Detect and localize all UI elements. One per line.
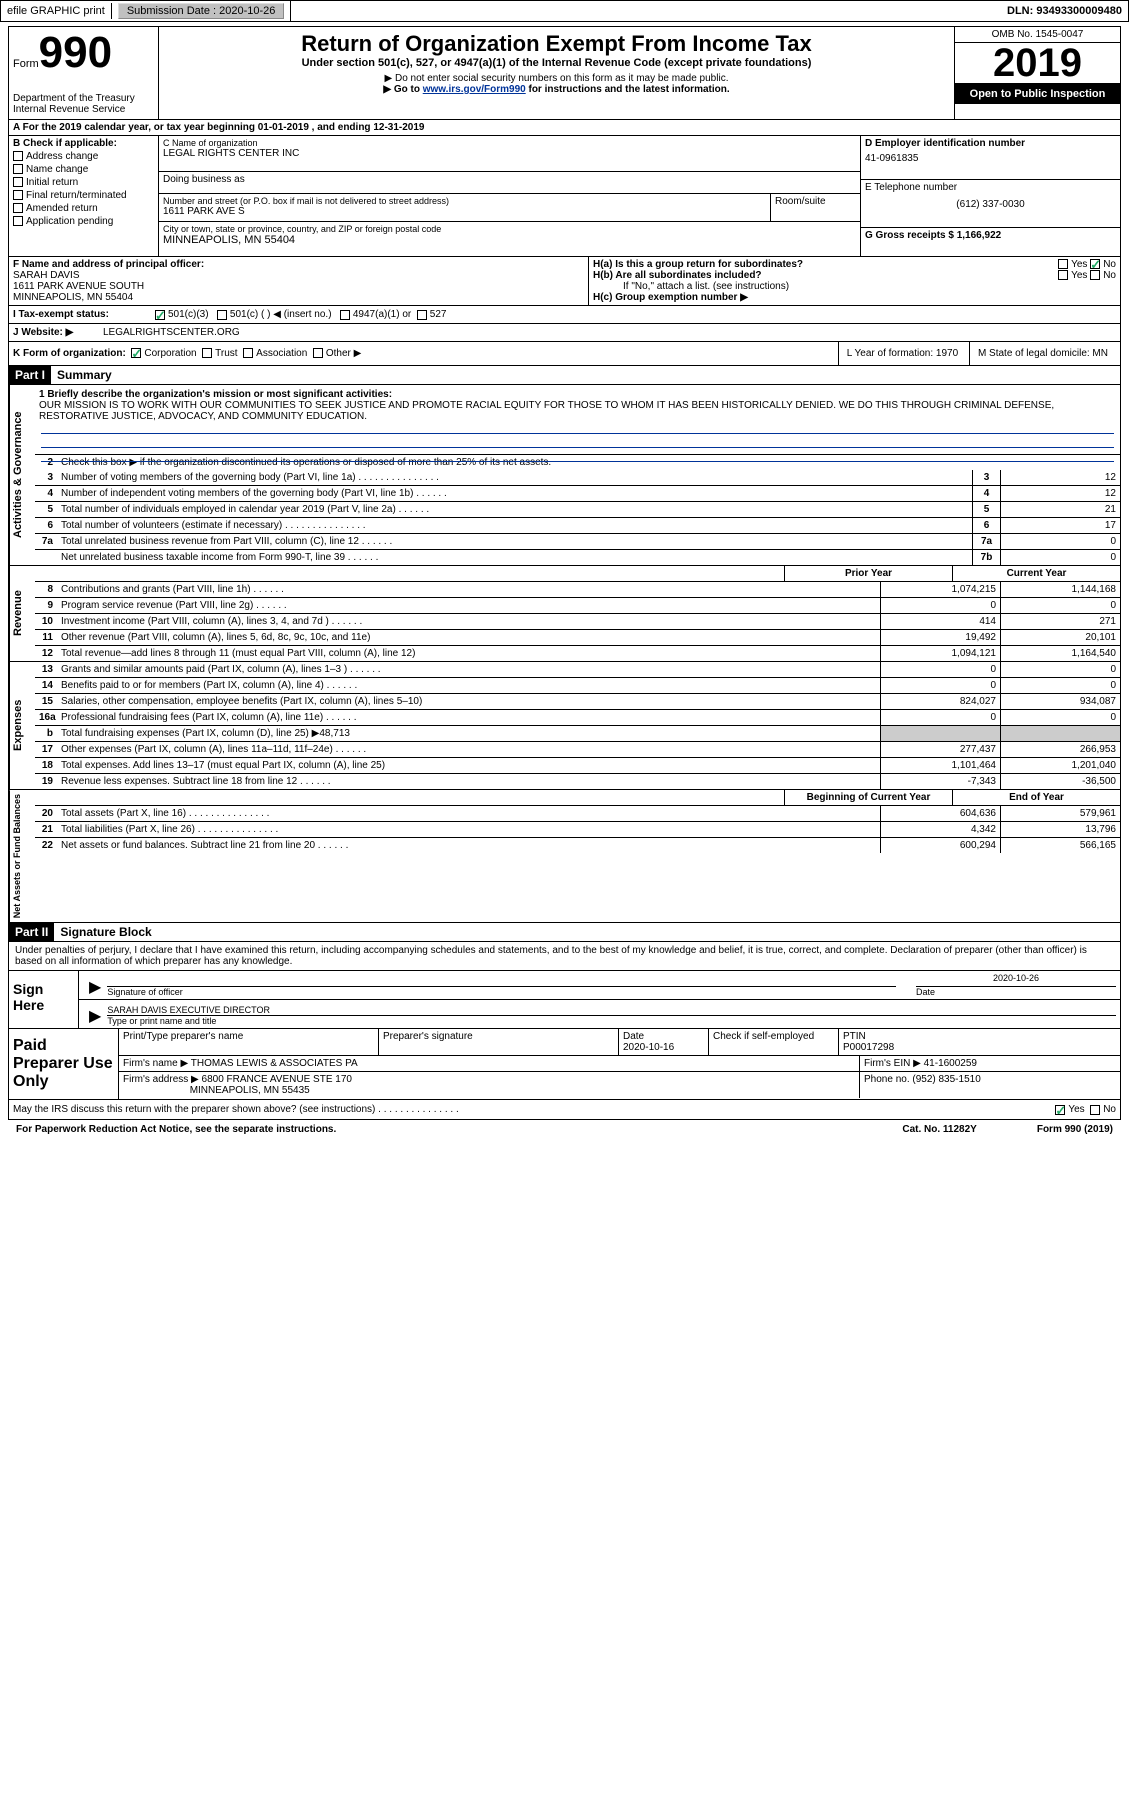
firm-address: Firm's address ▶ 6800 FRANCE AVENUE STE … xyxy=(119,1072,860,1098)
revenue-tab: Revenue xyxy=(9,566,35,661)
tax-year: 2019 xyxy=(955,43,1120,84)
activities-tab: Activities & Governance xyxy=(9,385,35,565)
tax-exempt-row: I Tax-exempt status: 501(c)(3) 501(c) ( … xyxy=(8,306,1121,324)
form-title: Return of Organization Exempt From Incom… xyxy=(165,31,948,57)
firm-phone: Phone no. (952) 835-1510 xyxy=(860,1072,1120,1098)
org-form-row: K Form of organization: Corporation Trus… xyxy=(8,342,1121,366)
amended-checkbox[interactable] xyxy=(13,203,23,213)
net-assets-tab: Net Assets or Fund Balances xyxy=(9,790,35,922)
paid-preparer-label: Paid Preparer Use Only xyxy=(9,1029,119,1099)
mission-box: 1 Briefly describe the organization's mi… xyxy=(35,385,1120,455)
group-return-box: H(a) Is this a group return for subordin… xyxy=(589,257,1120,305)
check-column: B Check if applicable: Address change Na… xyxy=(9,136,159,256)
initial-return-checkbox[interactable] xyxy=(13,177,23,187)
form-subtitle: Under section 501(c), 527, or 4947(a)(1)… xyxy=(165,57,948,69)
paperwork-notice: For Paperwork Reduction Act Notice, see … xyxy=(8,1120,1121,1139)
form-word: Form xyxy=(13,58,39,70)
expenses-tab: Expenses xyxy=(9,662,35,789)
part1-header: Part I Summary xyxy=(8,366,1121,385)
address-change-checkbox[interactable] xyxy=(13,151,23,161)
arrow-icon: ▶ xyxy=(83,1006,107,1026)
ha-no-checkbox[interactable] xyxy=(1090,259,1100,269)
501c-checkbox[interactable] xyxy=(217,310,227,320)
signature-label: Signature of officer xyxy=(107,987,896,997)
prep-date: Date2020-10-16 xyxy=(619,1029,709,1055)
date-label: Date xyxy=(916,987,1116,997)
other-checkbox[interactable] xyxy=(313,348,323,358)
room-suite: Room/suite xyxy=(770,194,860,222)
ein-box: D Employer identification number 41-0961… xyxy=(861,136,1120,180)
submission-button[interactable]: Submission Date : 2020-10-26 xyxy=(118,3,285,19)
preparer-sig-label: Preparer's signature xyxy=(379,1029,619,1055)
instr-2: ▶ Go to www.irs.gov/Form990 for instruct… xyxy=(165,84,948,95)
phone-box: E Telephone number (612) 337-0030 xyxy=(861,180,1120,228)
irs-label: Internal Revenue Service xyxy=(13,104,154,115)
website-value: LEGALRIGHTSCENTER.ORG xyxy=(103,327,240,338)
dln-label: DLN: 93493300009480 xyxy=(1001,3,1128,19)
submission-date: Submission Date : 2020-10-26 xyxy=(112,1,292,21)
application-checkbox[interactable] xyxy=(13,216,23,226)
efile-label: efile GRAPHIC print xyxy=(1,3,112,19)
assoc-checkbox[interactable] xyxy=(243,348,253,358)
dba-box: Doing business as xyxy=(159,172,860,194)
sign-here-label: Sign Here xyxy=(9,971,79,1028)
hb-no-checkbox[interactable] xyxy=(1090,270,1100,280)
penalties-text: Under penalties of perjury, I declare th… xyxy=(9,942,1120,971)
4947-checkbox[interactable] xyxy=(340,310,350,320)
self-employed-check: Check if self-employed xyxy=(709,1029,839,1055)
discuss-no-checkbox[interactable] xyxy=(1090,1105,1100,1115)
irs-link[interactable]: www.irs.gov/Form990 xyxy=(423,84,526,95)
dept-label: Department of the Treasury xyxy=(13,93,154,104)
ptin-cell: PTINP00017298 xyxy=(839,1029,1120,1055)
hb-yes-checkbox[interactable] xyxy=(1058,270,1068,280)
corp-checkbox[interactable] xyxy=(131,348,141,358)
name-title-label: Type or print name and title xyxy=(107,1016,1116,1026)
gross-receipts: G Gross receipts $ 1,166,922 xyxy=(861,228,1120,256)
501c3-checkbox[interactable] xyxy=(155,310,165,320)
open-inspection: Open to Public Inspection xyxy=(955,84,1120,104)
final-return-checkbox[interactable] xyxy=(13,190,23,200)
part2-header: Part II Signature Block xyxy=(8,923,1121,942)
firm-name: Firm's name ▶ THOMAS LEWIS & ASSOCIATES … xyxy=(119,1056,860,1071)
website-row: J Website: ▶ LEGALRIGHTSCENTER.ORG xyxy=(8,324,1121,342)
firm-ein: Firm's EIN ▶ 41-1600259 xyxy=(860,1056,1120,1071)
top-toolbar: efile GRAPHIC print Submission Date : 20… xyxy=(0,0,1129,22)
preparer-name-label: Print/Type preparer's name xyxy=(119,1029,379,1055)
officer-name: SARAH DAVIS EXECUTIVE DIRECTOR xyxy=(107,1005,1116,1016)
instr-1: ▶ Do not enter social security numbers o… xyxy=(165,73,948,84)
discuss-row: May the IRS discuss this return with the… xyxy=(8,1100,1121,1120)
principal-officer: F Name and address of principal officer:… xyxy=(9,257,589,305)
form-header: Form990 Department of the Treasury Inter… xyxy=(8,26,1121,120)
527-checkbox[interactable] xyxy=(417,310,427,320)
city-address: City or town, state or province, country… xyxy=(159,222,860,250)
arrow-icon: ▶ xyxy=(83,977,107,997)
org-name-box: C Name of organization LEGAL RIGHTS CENT… xyxy=(159,136,860,172)
name-change-checkbox[interactable] xyxy=(13,164,23,174)
street-address: Number and street (or P.O. box if mail i… xyxy=(159,194,770,222)
discuss-yes-checkbox[interactable] xyxy=(1055,1105,1065,1115)
ha-yes-checkbox[interactable] xyxy=(1058,259,1068,269)
form-number: 990 xyxy=(39,28,112,77)
trust-checkbox[interactable] xyxy=(202,348,212,358)
period-row: A For the 2019 calendar year, or tax yea… xyxy=(8,120,1121,136)
